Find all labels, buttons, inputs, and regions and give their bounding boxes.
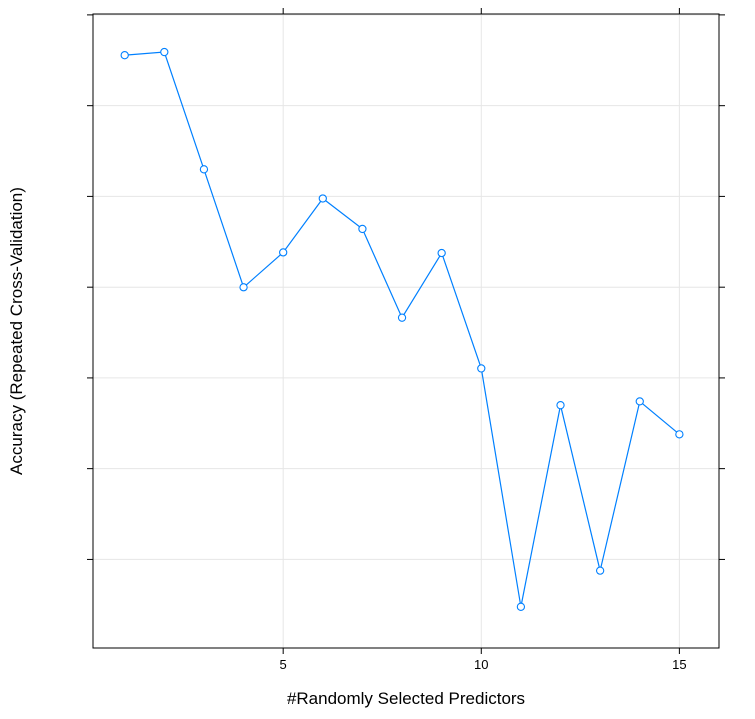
data-point: [516, 602, 526, 611]
data-point: [239, 283, 248, 292]
series-line: [124, 51, 680, 607]
data-point: [477, 364, 486, 373]
data-point: [635, 397, 644, 406]
data-point: [358, 224, 367, 234]
grid-lines: [93, 14, 719, 648]
x-tick-label: 10: [474, 657, 488, 672]
x-axis-label: #Randomly Selected Predictors: [287, 689, 525, 708]
data-point: [556, 401, 565, 410]
data-point: [437, 248, 446, 258]
data-point: [318, 194, 327, 203]
axis-ticks: 5 10 15: [87, 8, 725, 672]
data-point: [279, 248, 288, 257]
data-point: [675, 430, 684, 439]
x-tick-label: 5: [280, 657, 287, 672]
plot-frame: [92, 13, 720, 649]
data-point: [397, 313, 407, 322]
data-point: [199, 165, 209, 174]
series-layer: [120, 47, 684, 611]
data-point: [595, 566, 605, 575]
y-axis-label: Accuracy (Repeated Cross-Validation): [7, 187, 26, 475]
data-point: [120, 51, 129, 60]
data-point: [160, 47, 169, 57]
x-tick-label: 15: [672, 657, 686, 672]
